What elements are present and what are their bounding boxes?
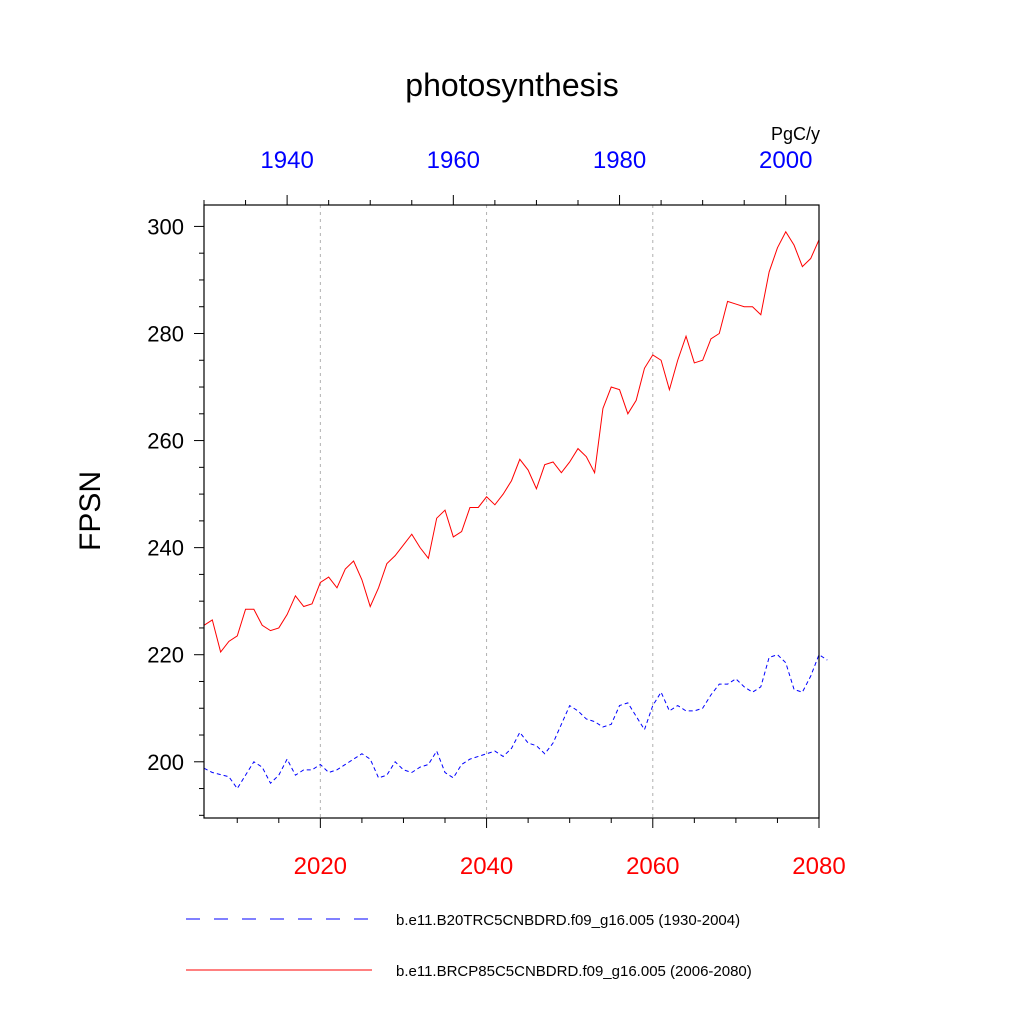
legend-label-historical: b.e11.B20TRC5CNBDRD.f09_g16.005 (1930-20…: [396, 912, 740, 929]
y-tick-label: 240: [147, 536, 184, 561]
y-tick-label: 300: [147, 214, 184, 239]
x-bottom-tick-label: 2060: [626, 853, 679, 880]
x-top-tick-label: 1980: [593, 147, 646, 174]
y-tick-label: 280: [147, 321, 184, 346]
y-tick-label: 200: [147, 750, 184, 775]
x-bottom-tick-label: 2020: [294, 853, 347, 880]
x-top-tick-label: 2000: [759, 147, 812, 174]
y-axis-label: FPSN: [74, 471, 107, 551]
x-bottom-tick-label: 2040: [460, 853, 513, 880]
axis-ticks: [194, 195, 820, 828]
series-line-historical: [203, 653, 828, 790]
x-top-tick-label: 1940: [260, 147, 313, 174]
x-top-tick-label: 1960: [427, 147, 480, 174]
units-label: PgC/y: [771, 124, 820, 144]
series-layer: [203, 230, 828, 790]
chart-title: photosynthesis: [405, 67, 618, 103]
vertical-gridlines: [319, 205, 654, 818]
series-line-rcp85: [203, 230, 820, 654]
legend: b.e11.B20TRC5CNBDRD.f09_g16.005 (1930-20…: [186, 912, 752, 980]
y-tick-label: 260: [147, 429, 184, 454]
legend-label-rcp85: b.e11.BRCP85C5CNBDRD.f09_g16.005 (2006-2…: [396, 963, 752, 980]
x-bottom-tick-label: 2080: [792, 853, 845, 880]
axis-tick-labels: 200 220 240 260 280 300 2020 2040 2060 2080 1940 19…: [147, 147, 845, 880]
plot-frame: [203, 204, 820, 819]
y-tick-label: 220: [147, 643, 184, 668]
